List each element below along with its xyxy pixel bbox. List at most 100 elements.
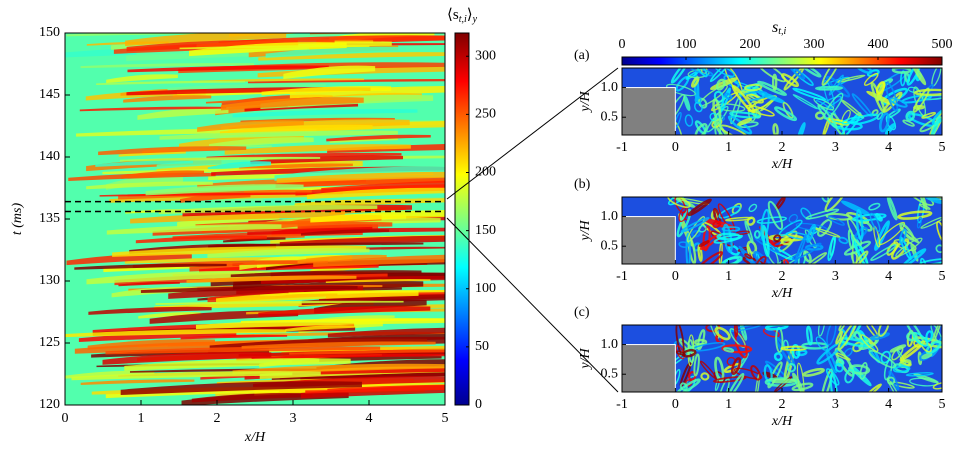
colorbar-tick-label: 400 [868,37,889,52]
streak [289,349,445,355]
eddy [916,216,923,229]
streak [124,358,351,371]
streak [271,371,445,380]
eddy [731,84,756,114]
colorbar-tick-label: 100 [475,281,496,296]
streak [158,205,378,215]
eddy [780,73,800,88]
eddy [733,367,763,380]
y-tick-label: 145 [39,87,60,102]
eddy [902,119,915,127]
eddy [853,330,863,341]
colorbar-tick-label: 250 [475,107,496,122]
eddy [753,251,776,264]
x-tick-label: -1 [616,140,628,155]
streak [326,134,431,142]
eddy [932,382,942,390]
x-axis-label: x/H [771,157,793,172]
eddy [733,325,739,338]
eddy [714,376,721,392]
eddy [815,336,829,351]
eddy [709,68,734,83]
streak [186,275,357,284]
eddy [712,376,747,383]
eddy [870,243,897,261]
streak [106,74,178,84]
streak [262,195,445,202]
eddy [718,378,730,392]
colorbar-tick-label: 200 [740,37,761,52]
obstacle [622,344,676,392]
eddy [841,115,864,125]
eddy [690,229,701,238]
streak [130,211,345,224]
streak [258,306,431,317]
eddy [773,352,783,362]
eddy [767,200,784,231]
eddy [721,344,753,354]
streak [180,193,251,203]
x-tick-label: 0 [672,397,679,412]
colorbar [621,56,943,66]
streak [118,281,180,287]
eddy [838,236,849,245]
streak [98,146,247,156]
streak [79,106,227,112]
eddy [723,347,735,353]
eddy [929,115,941,135]
eddy [863,72,879,86]
streak [297,254,387,264]
connector [446,67,619,200]
streak [167,83,326,91]
eddy [921,352,933,360]
eddy [900,359,912,367]
streak [121,170,205,179]
eddy [827,216,845,226]
eddy [764,325,789,331]
x-tick-label: 4 [885,397,892,412]
streak [65,329,287,338]
eddy [714,356,725,382]
eddy [889,344,907,353]
streak [241,341,436,349]
eddy [748,203,758,213]
eddy [725,216,753,222]
eddy [698,224,707,233]
eddy [906,68,922,86]
x-axis-label: x/H [771,414,793,429]
eddy [783,258,790,264]
colorbar-tick-label: 500 [932,37,953,52]
eddy [826,325,837,346]
eddy [920,340,933,353]
streak [135,235,267,244]
eddy [813,97,835,111]
streak [276,171,445,183]
x-tick-label: 1 [725,140,732,155]
colorbar-tick-label: 0 [619,37,626,52]
eddy [905,110,916,122]
eddy [680,216,710,233]
eddy [889,97,908,108]
y-tick-label: 140 [39,149,60,164]
streak [74,263,227,270]
streak [191,392,313,403]
streak [240,318,445,323]
eddy [670,68,689,84]
x-tick-label: 3 [832,140,839,155]
y-tick-label: 0.5 [601,109,619,124]
eddy [694,101,703,113]
streak [247,79,445,84]
y-tick-label: 130 [39,273,60,288]
eddy [679,382,688,392]
eddy [744,83,763,92]
streak [159,130,398,140]
eddy [848,364,871,375]
eddy [763,364,773,383]
eddy [877,325,890,337]
colorbar-label-part: y [472,14,478,25]
eddy [851,93,873,118]
colorbar-label-part: s [772,19,778,36]
x-axis-label: x/H [244,430,266,445]
y-tick-label: 0.5 [601,366,619,381]
eddy [675,350,686,356]
